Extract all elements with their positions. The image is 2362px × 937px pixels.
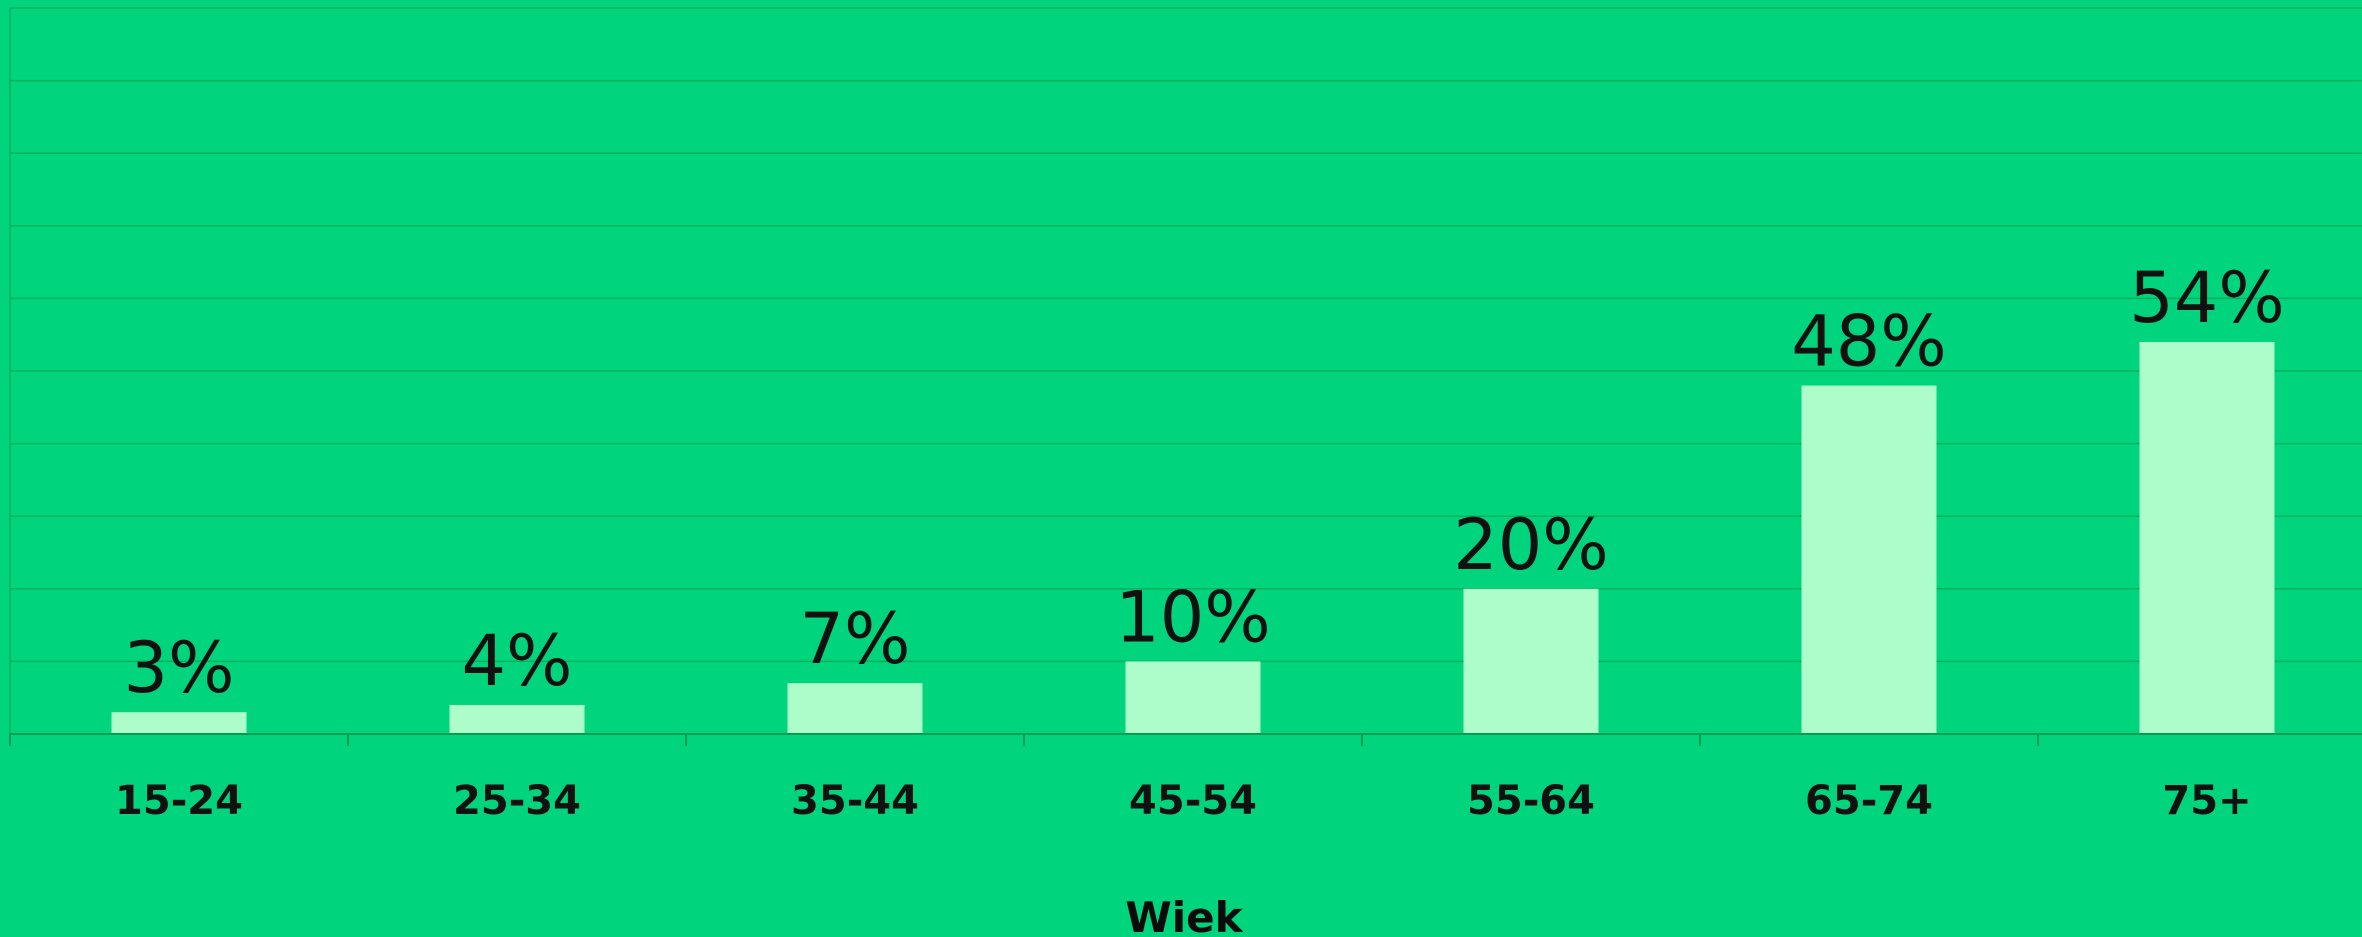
gridlines xyxy=(9,7,2362,734)
x-tick-label: 45-54 xyxy=(1129,778,1257,824)
x-axis: 15-24 25-34 35-44 45-54 55-64 65-74 75+ xyxy=(9,733,2362,824)
data-label: 20% xyxy=(1453,504,1609,586)
bar xyxy=(787,683,923,734)
x-tick-label: 35-44 xyxy=(791,778,919,824)
data-labels: 3% 4% 7% 10% 20% 48% 54% xyxy=(123,257,2284,709)
bar xyxy=(1125,661,1261,734)
x-tick-label: 75+ xyxy=(2162,778,2251,824)
x-axis-title: Wiek xyxy=(1125,893,1243,937)
data-label: 10% xyxy=(1115,576,1271,658)
bar xyxy=(1463,588,1599,734)
bar xyxy=(449,704,585,734)
data-label: 4% xyxy=(461,620,572,702)
x-tick-label: 65-74 xyxy=(1805,778,1933,824)
bar xyxy=(2139,341,2275,734)
bar xyxy=(111,712,247,734)
bar xyxy=(1801,385,1937,734)
data-label: 54% xyxy=(2129,257,2285,339)
x-tick-label: 15-24 xyxy=(115,778,243,824)
data-label: 48% xyxy=(1791,301,1947,383)
data-label: 7% xyxy=(799,598,910,680)
bars xyxy=(111,341,2275,734)
x-tick-label: 55-64 xyxy=(1467,778,1595,824)
data-label: 3% xyxy=(123,627,234,709)
x-tick-label: 25-34 xyxy=(453,778,581,824)
